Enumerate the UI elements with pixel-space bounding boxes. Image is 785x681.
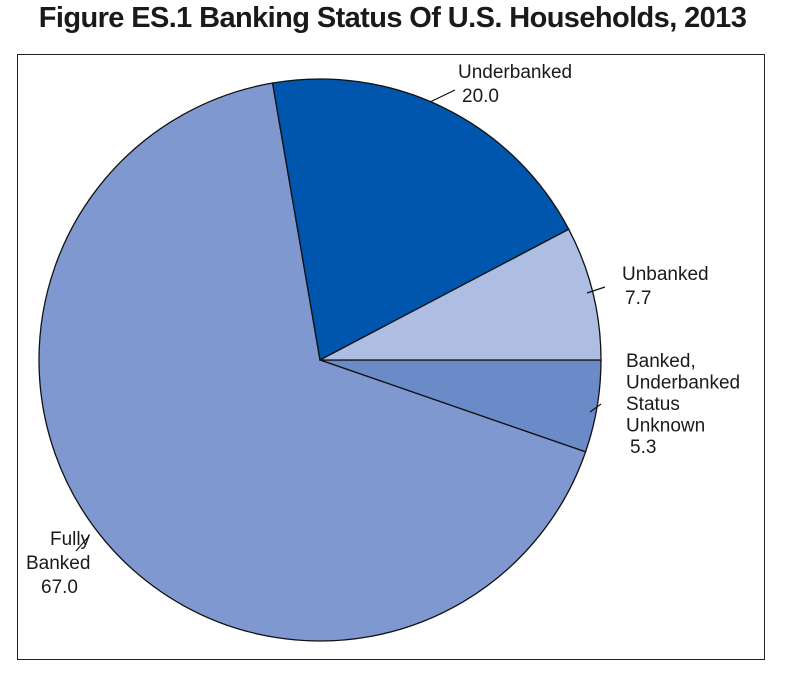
leader-line	[429, 89, 456, 103]
chart-frame	[17, 54, 765, 660]
leader-line	[75, 535, 90, 552]
pie-slice-unbanked	[319, 228, 602, 361]
chart-title: Figure ES.1 Banking Status Of U.S. House…	[38, 2, 747, 34]
slice-name-label: Fully	[50, 529, 91, 550]
slice-name-label: Banked	[26, 553, 90, 574]
slice-label: Underbanked 20.0	[458, 62, 572, 107]
slice-value-label: 7.7	[625, 288, 651, 309]
slice-label: Fully Banked 67.0	[26, 529, 91, 598]
slice-value-label: 20.0	[462, 86, 499, 107]
pie-slice-fully-banked	[38, 82, 587, 642]
slice-name-label: Underbanked	[458, 62, 572, 83]
slice-name-label: Underbanked	[626, 373, 740, 394]
slice-name-label: Unbanked	[622, 264, 709, 285]
leader-line	[586, 286, 606, 294]
slice-label: Unbanked 7.7	[622, 264, 709, 309]
slice-name-label: Banked,	[626, 351, 696, 372]
slice-value-label: 5.3	[630, 437, 656, 458]
slice-label: Banked, Underbanked Status Unknown 5.3	[626, 351, 740, 458]
slice-value-label: 67.0	[41, 577, 78, 598]
leader-line	[589, 403, 602, 413]
slice-name-label: Status	[626, 394, 680, 415]
pie-slice-underbanked	[271, 78, 570, 361]
slice-name-label: Unknown	[626, 416, 705, 437]
